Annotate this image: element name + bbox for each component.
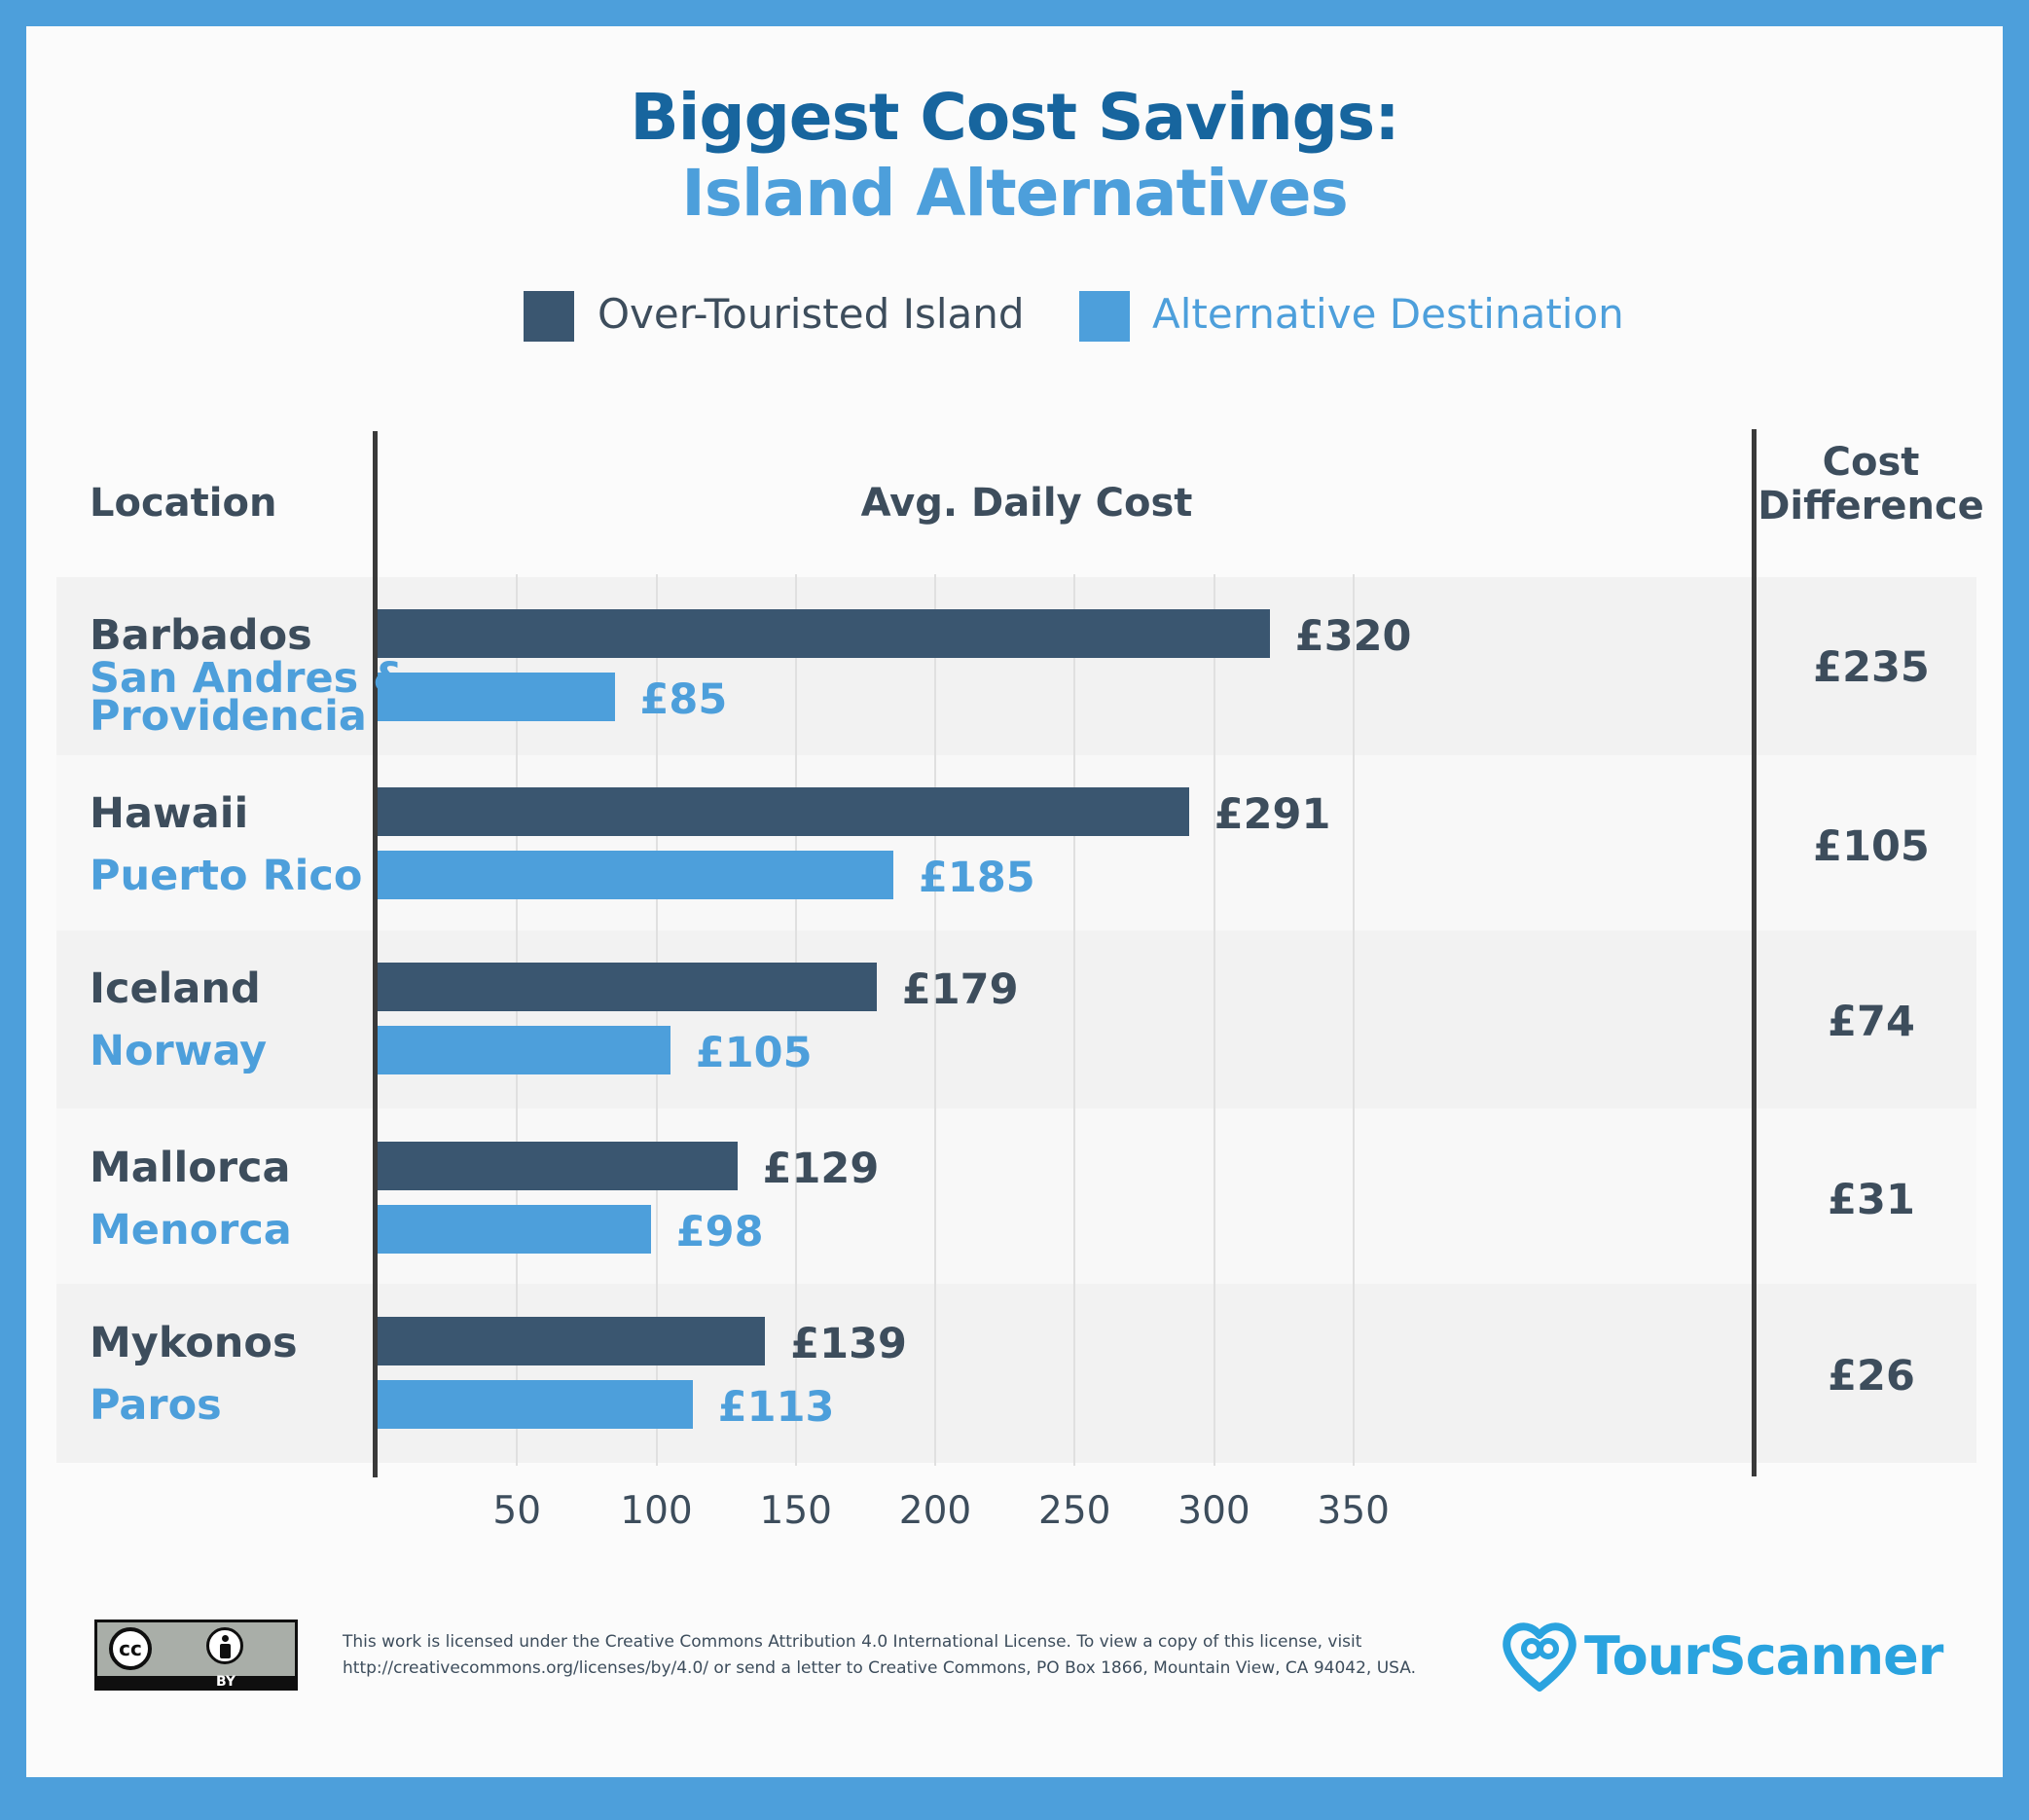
tourscanner-heart-logo-icon xyxy=(1503,1622,1576,1692)
header-location: Location xyxy=(90,481,277,526)
cost-difference-hawaii: £105 xyxy=(1813,822,1930,871)
x-tick-200: 200 xyxy=(898,1489,972,1533)
location-alt-menorca: Menorca xyxy=(90,1206,292,1255)
value-label-barbados: £320 xyxy=(1294,612,1412,661)
bar-barbados xyxy=(378,609,1270,658)
attribution-person-icon xyxy=(206,1627,243,1664)
location-island-hawaii: Hawaii xyxy=(90,789,249,838)
location-alt-san-andres-line1: San Andres & xyxy=(90,654,410,703)
row-band-4 xyxy=(56,1109,1976,1284)
value-label-menorca: £98 xyxy=(675,1208,764,1256)
gridline-300 xyxy=(1213,574,1215,1466)
location-island-iceland: Iceland xyxy=(90,965,261,1013)
location-island-barbados: Barbados xyxy=(90,611,312,660)
bar-san-andres xyxy=(378,673,615,721)
location-alt-puerto-rico: Puerto Rico xyxy=(90,852,363,900)
x-tick-350: 350 xyxy=(1317,1489,1390,1533)
gridline-150 xyxy=(794,574,797,1466)
cost-difference-iceland: £74 xyxy=(1828,998,1915,1046)
bar-mallorca xyxy=(378,1142,738,1190)
row-band-5 xyxy=(56,1284,1976,1463)
header-cost-label: Cost xyxy=(1822,440,1920,485)
gridline-350 xyxy=(1352,574,1355,1466)
bar-iceland xyxy=(378,963,877,1011)
value-label-mallorca: £129 xyxy=(762,1145,880,1193)
legend-label-alternative: Alternative Destination xyxy=(1152,290,1624,338)
x-tick-50: 50 xyxy=(492,1489,542,1533)
x-tick-250: 250 xyxy=(1038,1489,1111,1533)
x-tick-300: 300 xyxy=(1178,1489,1250,1533)
value-label-paros: £113 xyxy=(717,1383,835,1432)
value-label-mykonos: £139 xyxy=(790,1320,907,1368)
right-divider-line xyxy=(1752,429,1757,1476)
header-avg-daily-cost: Avg. Daily Cost xyxy=(860,481,1193,526)
cost-difference-barbados: £235 xyxy=(1813,643,1930,692)
legend-label-over-touristed: Over-Touristed Island xyxy=(598,290,1025,338)
location-island-mallorca: Mallorca xyxy=(90,1144,291,1192)
location-alt-san-andres-line2: Providencia xyxy=(90,692,367,741)
x-tick-150: 150 xyxy=(759,1489,832,1533)
location-alt-paros: Paros xyxy=(90,1381,222,1430)
location-alt-norway: Norway xyxy=(90,1027,268,1075)
license-line-2: http://creativecommons.org/licenses/by/4… xyxy=(343,1658,1416,1678)
chart-subtitle: Island Alternatives xyxy=(681,156,1349,231)
bar-puerto-rico xyxy=(378,851,894,899)
cost-difference-mallorca: £31 xyxy=(1828,1176,1915,1224)
bar-menorca xyxy=(378,1205,651,1254)
legend-swatch-alternative xyxy=(1079,291,1130,342)
bar-paros xyxy=(378,1380,693,1429)
bar-norway xyxy=(378,1026,670,1074)
cc-license-badge: cc BY xyxy=(94,1620,298,1691)
gridline-250 xyxy=(1073,574,1076,1466)
gridline-100 xyxy=(655,574,658,1466)
value-label-hawaii: £291 xyxy=(1214,790,1331,839)
left-axis-line xyxy=(373,431,378,1477)
row-band-3 xyxy=(56,930,1976,1109)
value-label-san-andres: £85 xyxy=(639,675,728,724)
legend-swatch-over-touristed xyxy=(524,291,574,342)
value-label-iceland: £179 xyxy=(901,965,1019,1014)
chart-title: Biggest Cost Savings: xyxy=(630,80,1399,155)
value-label-puerto-rico: £185 xyxy=(919,854,1035,902)
bar-hawaii xyxy=(378,787,1189,836)
x-tick-100: 100 xyxy=(620,1489,693,1533)
tourscanner-brand: TourScanner xyxy=(1584,1625,1943,1687)
location-island-mykonos: Mykonos xyxy=(90,1319,298,1367)
row-band-2 xyxy=(56,755,1976,930)
header-difference-label: Difference xyxy=(1757,484,1984,528)
cc-by-label: BY xyxy=(215,1674,236,1690)
license-line-1: This work is licensed under the Creative… xyxy=(343,1632,1362,1652)
cost-difference-mykonos: £26 xyxy=(1828,1352,1915,1401)
bar-mykonos xyxy=(378,1317,766,1365)
license-text: This work is licensed under the Creative… xyxy=(343,1629,1491,1682)
gridline-50 xyxy=(516,574,519,1466)
gridline-200 xyxy=(934,574,936,1466)
cc-icon: cc xyxy=(109,1627,152,1670)
value-label-norway: £105 xyxy=(695,1029,813,1077)
